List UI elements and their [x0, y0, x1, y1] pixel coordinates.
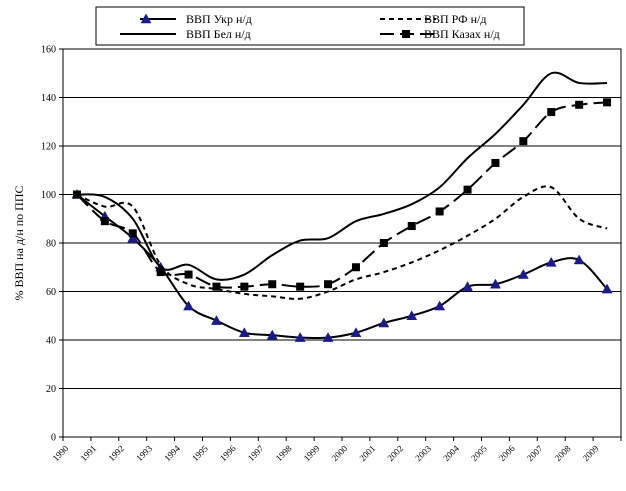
data-point-triangle — [406, 310, 418, 320]
data-point-square — [156, 268, 165, 277]
legend-box — [95, 6, 525, 46]
data-point-triangle — [378, 317, 390, 328]
x-tick-label: 1994 — [162, 443, 182, 463]
x-tick-label: 2002 — [385, 443, 405, 463]
legend: ВВП Укр н/д ВВП РФ н/д ВВП Бел н/д ВВП Каза… — [95, 6, 525, 46]
legend-item: ВВП Бел н/д — [120, 27, 251, 41]
data-point-triangle — [350, 327, 362, 337]
x-tick-label: 2004 — [441, 443, 461, 463]
data-point-triangle — [322, 332, 334, 342]
legend-label: ВВП Укр н/д — [186, 12, 252, 26]
x-tick-label: 2003 — [413, 443, 433, 463]
y-tick-label: 160 — [41, 45, 56, 56]
x-tick-label: 2009 — [581, 443, 601, 463]
x-tick-label: 1990 — [51, 443, 71, 463]
data-point-square — [72, 190, 81, 199]
data-point-square — [128, 229, 137, 238]
legend-item: ВВП Укр н/д — [140, 12, 252, 26]
data-point-square — [491, 158, 500, 167]
x-tick-label: 2006 — [497, 443, 517, 463]
data-point-triangle — [545, 256, 557, 267]
data-point-square — [402, 30, 410, 38]
y-tick-label: 80 — [46, 239, 56, 250]
x-tick-label: 1996 — [218, 443, 238, 463]
data-point-square — [519, 137, 528, 146]
data-point-triangle — [490, 278, 501, 289]
legend-label: ВВП РФ н/д — [424, 12, 486, 26]
x-tick-label: 1995 — [190, 443, 210, 463]
data-point-square — [212, 282, 221, 291]
x-tick-label: 2007 — [525, 443, 545, 463]
data-point-triangle — [434, 300, 446, 311]
data-point-square — [435, 207, 444, 216]
data-point-square — [351, 263, 360, 272]
data-point-triangle — [517, 269, 529, 279]
y-axis: 0 20 40 60 80 100 120 140 160 — [41, 45, 63, 444]
data-point-square — [407, 222, 416, 231]
series-longdash-square — [72, 98, 612, 291]
series-line — [76, 193, 608, 340]
data-point-triangle — [462, 281, 473, 291]
data-point-triangle — [266, 329, 278, 340]
x-tick-label: 1991 — [78, 443, 98, 463]
x-tick-label: 2000 — [330, 443, 350, 463]
data-point-triangle — [183, 300, 194, 311]
data-point-square — [240, 282, 249, 291]
data-point-square — [547, 108, 556, 117]
y-axis-label: % ВВП на д/н по ППС — [12, 185, 26, 300]
data-point-square — [296, 282, 305, 291]
data-point-triangle — [127, 232, 139, 243]
x-tick-label: 2005 — [469, 443, 489, 463]
data-point-triangle — [211, 315, 222, 325]
legend-item: ВВП Казах н/д — [380, 27, 500, 41]
data-point-square — [324, 280, 333, 289]
x-tick-label: 1999 — [302, 443, 322, 463]
data-point-triangle — [140, 13, 152, 24]
legend-item: ВВП РФ н/д — [380, 12, 486, 26]
data-point-triangle — [238, 327, 250, 337]
y-tick-label: 0 — [51, 433, 56, 444]
series-layer — [71, 71, 613, 342]
data-point-triangle — [573, 254, 585, 265]
y-tick-label: 100 — [41, 190, 56, 201]
data-point-square — [603, 98, 612, 107]
data-point-square — [100, 217, 109, 226]
y-tick-label: 140 — [41, 93, 56, 104]
data-point-square — [575, 100, 584, 109]
y-tick-label: 120 — [41, 142, 56, 153]
x-tick-label: 1992 — [106, 443, 126, 463]
series-dashed — [76, 185, 608, 300]
data-point-triangle — [601, 283, 613, 294]
y-tick-label: 20 — [46, 384, 56, 395]
series-solid-triangle — [71, 188, 613, 342]
x-tick-label: 1993 — [134, 443, 154, 463]
x-tick-label: 2001 — [357, 443, 377, 463]
gridlines — [63, 97, 621, 389]
series-line — [76, 185, 608, 300]
series-solid — [76, 71, 608, 281]
x-axis: 1990 1991 1992 1993 1994 1995 1996 1997 1998 1999… — [51, 437, 622, 463]
data-point-square — [379, 239, 388, 247]
x-tick-label: 1998 — [274, 443, 294, 463]
legend-label: ВВП Казах н/д — [424, 27, 500, 41]
data-point-square — [268, 280, 277, 289]
data-point-square — [184, 270, 193, 279]
x-tick-label: 2008 — [553, 443, 573, 463]
data-point-triangle — [294, 332, 306, 342]
y-tick-label: 40 — [46, 336, 56, 347]
x-tick-label: 1997 — [246, 443, 266, 463]
series-line — [76, 71, 608, 281]
data-point-square — [463, 185, 472, 194]
legend-label: ВВП Бел н/д — [186, 27, 251, 41]
y-tick-label: 60 — [46, 287, 56, 298]
